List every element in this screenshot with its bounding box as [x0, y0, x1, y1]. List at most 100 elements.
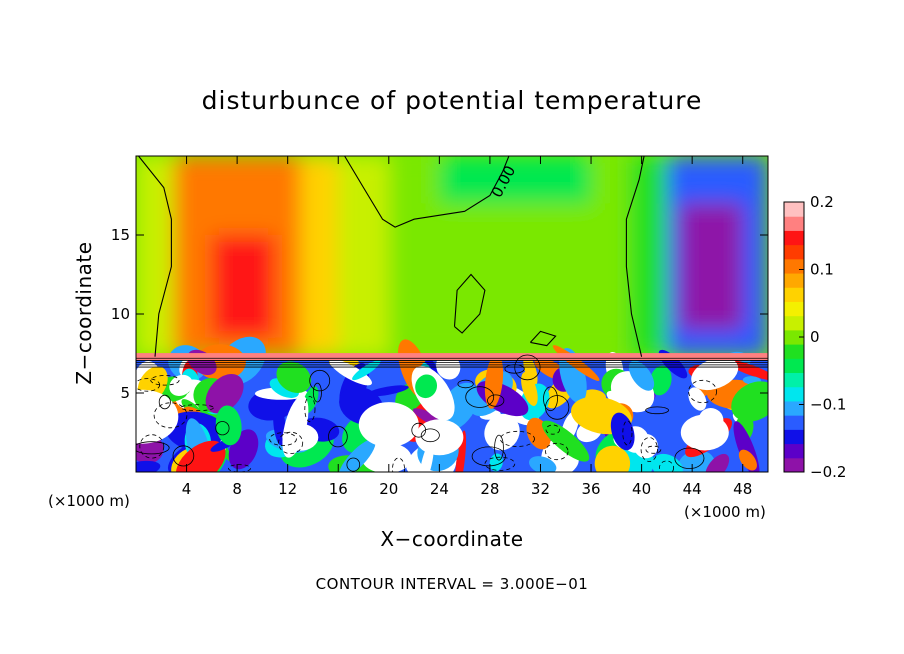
x-tick-label: 32 — [531, 480, 550, 498]
lower-contour — [180, 404, 214, 412]
region-7 — [628, 156, 667, 357]
region-3 — [300, 156, 339, 357]
x-tick-label: 36 — [581, 480, 600, 498]
x-unit-left: (×1000 m) — [48, 492, 130, 510]
white-patch — [136, 389, 179, 444]
lower-contour — [457, 379, 474, 389]
lower-contour — [688, 379, 717, 404]
turbulence-patch — [688, 387, 707, 411]
colorbar-segment — [784, 315, 804, 331]
x-tick-label: 48 — [733, 480, 752, 498]
lower-contour — [158, 394, 171, 410]
white-patch — [358, 402, 419, 448]
lower-contour — [622, 420, 633, 446]
y-tick-label: 10 — [111, 305, 130, 323]
lower-contour — [269, 432, 297, 446]
turbulence-patch — [529, 456, 557, 472]
turbulence-patch — [691, 357, 739, 391]
lower-contour — [484, 456, 516, 471]
colorbar-segment — [784, 358, 804, 374]
turbulence-patch — [731, 381, 768, 422]
colorbar-segment — [784, 258, 804, 274]
turbulence-patch — [175, 440, 226, 472]
zero-contour-2 — [344, 156, 510, 228]
y-tick-label: 15 — [111, 226, 130, 244]
lower-contour — [545, 442, 569, 461]
contour-interval-note: CONTOUR INTERVAL = 3.000E−01 — [315, 575, 589, 593]
turbulence-patch — [329, 359, 372, 386]
colorbar-segment — [784, 329, 804, 345]
lower-contour — [278, 431, 304, 454]
zero-contour-3 — [453, 273, 486, 334]
lower-contour — [487, 394, 505, 407]
colorbar-segment — [784, 372, 804, 388]
upper-regions — [136, 156, 768, 357]
lower-contour — [136, 378, 161, 392]
colorbar-segment — [784, 344, 804, 359]
region-4 — [338, 156, 389, 357]
region-9 — [679, 203, 743, 330]
turbulence-patch — [276, 361, 312, 393]
region-2 — [211, 235, 276, 338]
lower-contour — [659, 460, 674, 472]
lower-contour — [228, 464, 251, 472]
colorbar-segment — [784, 443, 804, 459]
turbulence-patch — [541, 420, 590, 462]
colorbar-label: −0.2 — [810, 463, 846, 481]
lower-contour — [465, 386, 495, 408]
contour-lines — [136, 156, 768, 472]
x-tick-label: 8 — [232, 480, 242, 498]
lower-contour — [136, 441, 170, 455]
lower-contour — [640, 437, 658, 462]
colorbar-segment — [784, 457, 804, 473]
turbulence-patch — [628, 360, 655, 391]
turbulence-patch — [366, 385, 409, 397]
x-tick-label: 20 — [379, 480, 398, 498]
x-tick-label: 16 — [329, 480, 348, 498]
region-6 — [439, 156, 592, 204]
colorbar-segment — [784, 287, 804, 302]
lower-contour — [304, 396, 316, 423]
x-axis-label: X−coordinate — [380, 527, 524, 551]
turbulence-patch — [454, 430, 467, 472]
turbulence-patch — [705, 453, 730, 472]
interface-band — [136, 353, 768, 361]
colorbar: 0.2 0.1 0 −0.1 −0.2 — [783, 193, 846, 481]
colorbar-segment — [784, 386, 804, 402]
lower-contour — [645, 445, 662, 454]
lower-contour — [471, 446, 506, 467]
lower-contour — [215, 421, 230, 436]
turbulence-patch — [738, 449, 757, 471]
turbulence-patch — [169, 374, 193, 396]
turbulence-patch — [633, 433, 658, 459]
colorbar-label: −0.1 — [810, 396, 846, 414]
lower-contour — [150, 375, 180, 386]
x-tick-label: 44 — [683, 480, 702, 498]
zero-contour-0 — [138, 156, 172, 357]
colorbar-label: 0 — [810, 328, 820, 346]
x-tick-label: 4 — [182, 480, 192, 498]
colorbar-segment — [784, 230, 804, 246]
colorbar-segment — [784, 216, 804, 231]
colorbar-segment — [784, 202, 804, 217]
turbulence-patch — [415, 374, 438, 399]
colorbar-label: 0.1 — [810, 261, 834, 279]
turbulence-patch — [136, 460, 161, 472]
lower-contour — [674, 447, 705, 470]
turbulence-patch — [649, 365, 672, 396]
lower-contour — [514, 354, 541, 381]
lower-field — [136, 336, 768, 472]
plot-area — [136, 156, 768, 472]
turbulence-patch — [273, 401, 286, 446]
colorbar-segment — [784, 301, 804, 317]
turbulence-patch — [548, 451, 579, 472]
zero-contour-1 — [625, 156, 645, 357]
upper-field — [136, 156, 768, 357]
lower-contour — [153, 402, 188, 429]
x-tick-label: 28 — [480, 480, 499, 498]
lower-contour — [172, 445, 195, 467]
upper-field-group — [136, 156, 768, 357]
turbulence-patch — [484, 413, 520, 451]
turbulence-patch — [677, 450, 716, 472]
